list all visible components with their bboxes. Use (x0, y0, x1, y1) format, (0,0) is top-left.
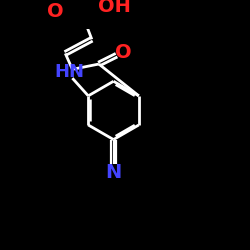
Text: HN: HN (55, 63, 85, 81)
Text: O: O (47, 2, 64, 20)
Text: N: N (106, 163, 122, 182)
Text: O: O (115, 43, 132, 62)
Text: OH: OH (98, 0, 131, 16)
